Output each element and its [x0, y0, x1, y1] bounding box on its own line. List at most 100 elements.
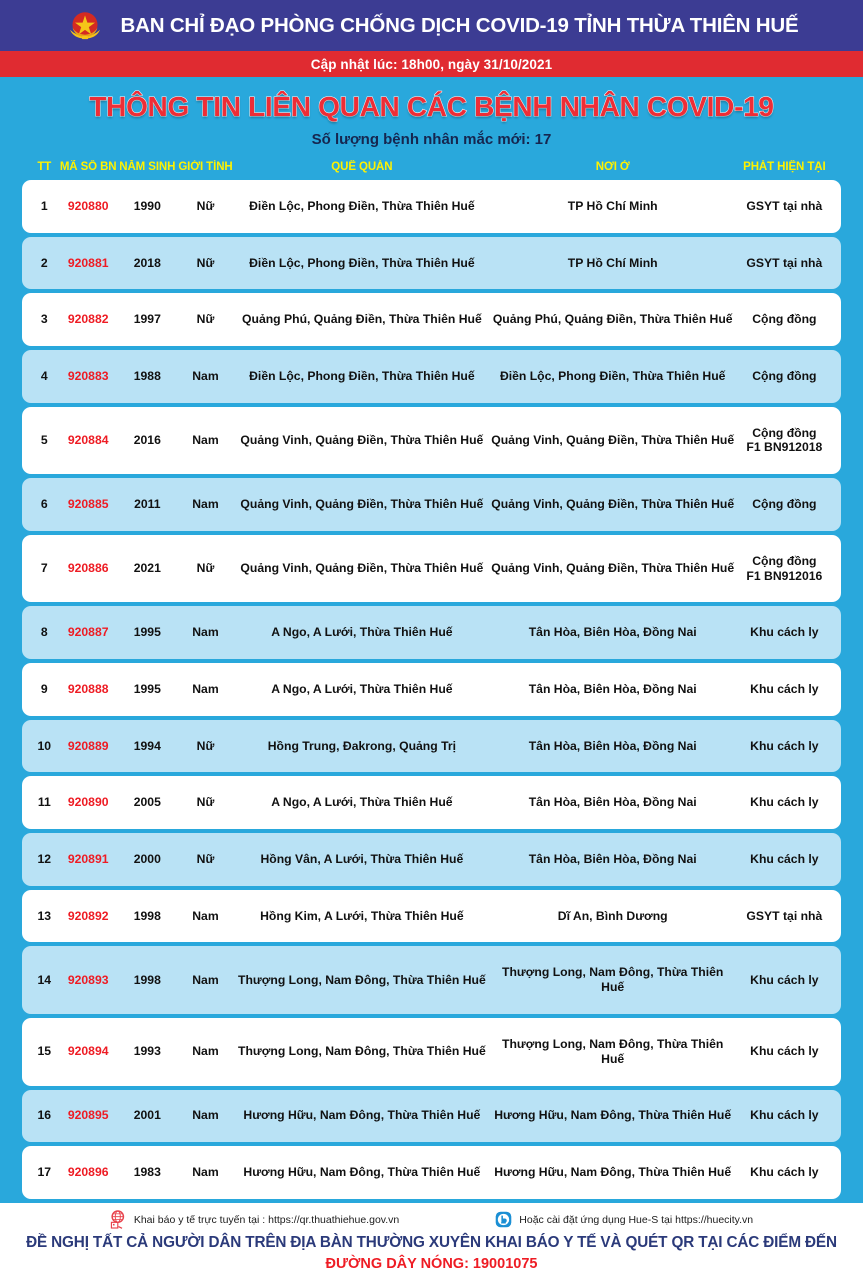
cell-hometown: Quảng Vinh, Quảng Điền, Thừa Thiên Huế: [240, 561, 484, 576]
detected-line-1: Khu cách ly: [750, 1165, 819, 1180]
cell-code: 920894: [67, 1044, 109, 1059]
cell-residence: Thượng Long, Nam Đông, Thừa Thiên Huế: [502, 965, 724, 995]
cell-detected: Khu cách ly: [736, 852, 833, 867]
table-row: 8 920887 1995 Nam A Ngo, A Lưới, Thừa Thiên …: [22, 606, 841, 660]
cell-residence: Tân Hòa, Biên Hòa, Đồng Nai: [528, 852, 697, 867]
cell-hometown: Điền Lộc, Phong Điền, Thừa Thiên Huế: [249, 255, 475, 270]
detected-line-1: Khu cách ly: [750, 1108, 819, 1123]
cell-tt: 10: [37, 738, 52, 753]
table-row: 12 920891 2000 Nữ Hồng Vân, A Lưới, Thừa Thi…: [22, 833, 841, 886]
patient-table: TT MÃ SỐ BN NĂM SINH GIỚI TÍNH QUÊ QUÁN …: [0, 154, 863, 1203]
cell-tt: 6: [40, 497, 48, 512]
cell-tt: 15: [37, 1044, 52, 1059]
cell-year: 2011: [134, 497, 161, 512]
cell-code: 920890: [67, 795, 109, 810]
cell-hometown: Hồng Kim, A Lưới, Thừa Thiên Huế: [260, 908, 464, 923]
cell-year: 1995: [133, 625, 161, 640]
cell-gender: Nam: [192, 1044, 219, 1059]
cell-tt: 16: [37, 1108, 52, 1123]
cell-residence: Hương Hữu, Nam Đông, Thừa Thiên Huế: [494, 1165, 732, 1180]
cell-hometown: A Ngo, A Lưới, Thừa Thiên Huế: [271, 682, 453, 697]
cell-detected: Khu cách ly: [736, 973, 833, 988]
detected-line-1: Cộng đồng: [752, 553, 817, 568]
table-row: 3 920882 1997 Nữ Quảng Phú, Quảng Điền, Thừa…: [22, 293, 841, 347]
cell-gender: Nữ: [196, 795, 215, 810]
cell-detected: Khu cách ly: [736, 1165, 833, 1180]
table-rows: 1 920880 1990 Nữ Điền Lộc, Phong Điền, Thừa …: [22, 180, 841, 1203]
page-title: THÔNG TIN LIÊN QUAN CÁC BỆNH NHÂN COVID-…: [89, 90, 775, 122]
cell-residence: TP Hồ Chí Minh: [567, 198, 658, 213]
detected-line-1: Khu cách ly: [750, 625, 819, 640]
cell-hometown: Điền Lộc, Phong Điền, Thừa Thiên Huế: [249, 368, 475, 383]
cell-code: 920884: [67, 433, 109, 448]
footer-message: ĐỀ NGHỊ TẤT CẢ NGƯỜI DÂN TRÊN ĐỊA BÀN TH…: [26, 1234, 837, 1251]
cell-residence: Quảng Phú, Quảng Điền, Thừa Thiên Huế: [492, 312, 733, 327]
cell-tt: 14: [37, 972, 52, 987]
cell-detected: Khu cách ly: [736, 795, 833, 810]
cell-tt: 8: [40, 625, 48, 640]
detected-line-1: Khu cách ly: [750, 682, 819, 697]
footer: Khai báo y tế trực tuyến tại : https://q…: [0, 1203, 863, 1280]
cell-year: 1998: [133, 972, 161, 987]
cell-gender: Nam: [192, 972, 219, 987]
cell-residence: Quảng Vinh, Quảng Điền, Thừa Thiên Huế: [491, 561, 735, 576]
cell-code: 920889: [67, 738, 109, 753]
cell-gender: Nữ: [196, 312, 215, 327]
header-title: BAN CHỈ ĐẠO PHÒNG CHỐNG DỊCH COVID-19 TỈ…: [120, 13, 799, 37]
cell-year: 1990: [133, 198, 161, 213]
cell-hometown: Hồng Trung, Đakrong, Quảng Trị: [267, 738, 456, 753]
cell-hometown: Hương Hữu, Nam Đông, Thừa Thiên Huế: [243, 1165, 481, 1180]
column-header-code: MÃ SỐ BN: [59, 160, 117, 173]
header-band: BAN CHỈ ĐẠO PHÒNG CHỐNG DỊCH COVID-19 TỈ…: [0, 0, 863, 51]
cell-code: 920880: [67, 198, 109, 213]
cell-tt: 4: [40, 368, 48, 383]
cell-tt: 13: [37, 908, 52, 923]
health-declaration-link[interactable]: Khai báo y tế trực tuyến tại : https://q…: [110, 1210, 399, 1229]
hue-s-app-link[interactable]: Hoặc cài đặt ứng dụng Hue-S tại https://…: [495, 1211, 753, 1228]
update-timestamp: Cập nhật lúc: 18h00, ngày 31/10/2021: [310, 56, 553, 72]
detected-line-1: Cộng đồng: [752, 312, 817, 327]
cell-year: 1993: [133, 1044, 161, 1059]
cell-hometown: Hương Hữu, Nam Đông, Thừa Thiên Huế: [243, 1108, 481, 1123]
cell-year: 2018: [133, 255, 161, 270]
cell-hometown: A Ngo, A Lưới, Thừa Thiên Huế: [271, 795, 453, 810]
table-row: 7 920886 2021 Nữ Quảng Vinh, Quảng Điền, Thừ…: [22, 534, 841, 603]
cell-detected: Cộng đồng: [736, 312, 833, 327]
table-row: 2 920881 2018 Nữ Điền Lộc, Phong Điền, Thừa …: [22, 236, 841, 290]
cell-hometown: Điền Lộc, Phong Điền, Thừa Thiên Huế: [249, 198, 475, 213]
cell-tt: 12: [37, 852, 52, 867]
health-declaration-label: Khai báo y tế trực tuyến tại : https://q…: [133, 1213, 400, 1226]
cell-residence: Hương Hữu, Nam Đông, Thừa Thiên Huế: [494, 1108, 732, 1123]
column-header-gender: GIỚI TÍNH: [178, 160, 233, 173]
detected-line-1: Cộng đồng: [752, 368, 817, 383]
cell-code: 920886: [67, 561, 109, 576]
cell-year: 2021: [133, 561, 161, 576]
title-block: THÔNG TIN LIÊN QUAN CÁC BỆNH NHÂN COVID-…: [0, 77, 863, 154]
cell-hometown: Hồng Vân, A Lưới, Thừa Thiên Huế: [260, 852, 464, 867]
cell-gender: Nữ: [196, 255, 215, 270]
column-header-residence: NƠI Ở: [595, 160, 630, 173]
cell-hometown: A Ngo, A Lưới, Thừa Thiên Huế: [271, 625, 453, 640]
cell-detected: GSYT tại nhà: [736, 199, 833, 214]
table-row: 6 920885 2011 Nam Quảng Vinh, Quảng Điền, Th…: [22, 478, 841, 531]
cell-year: 1983: [133, 1165, 161, 1180]
table-row: 13 920892 1998 Nam Hồng Kim, A Lưới, Thừa Th…: [22, 889, 841, 943]
table-column-headers: TT MÃ SỐ BN NĂM SINH GIỚI TÍNH QUÊ QUÁN …: [22, 154, 841, 180]
detected-line-2: F1 BN912018: [746, 440, 823, 455]
cell-tt: 1: [40, 198, 48, 213]
detected-line-1: GSYT tại nhà: [746, 908, 823, 923]
cell-detected: Khu cách ly: [736, 682, 833, 697]
cell-detected: Cộng đồng: [736, 497, 833, 512]
cell-gender: Nam: [192, 625, 219, 640]
cell-residence: Điền Lộc, Phong Điền, Thừa Thiên Huế: [499, 368, 726, 383]
cell-gender: Nam: [192, 1108, 219, 1123]
cell-year: 1994: [133, 738, 161, 753]
cell-year: 2001: [133, 1108, 161, 1123]
detected-line-1: Khu cách ly: [750, 972, 819, 987]
cell-detected: Cộng đồng F1 BN912018: [736, 426, 833, 456]
cell-tt: 2: [40, 255, 48, 270]
qr-globe-icon: [110, 1210, 125, 1229]
detected-line-1: Khu cách ly: [750, 795, 819, 810]
cell-tt: 17: [37, 1165, 52, 1180]
